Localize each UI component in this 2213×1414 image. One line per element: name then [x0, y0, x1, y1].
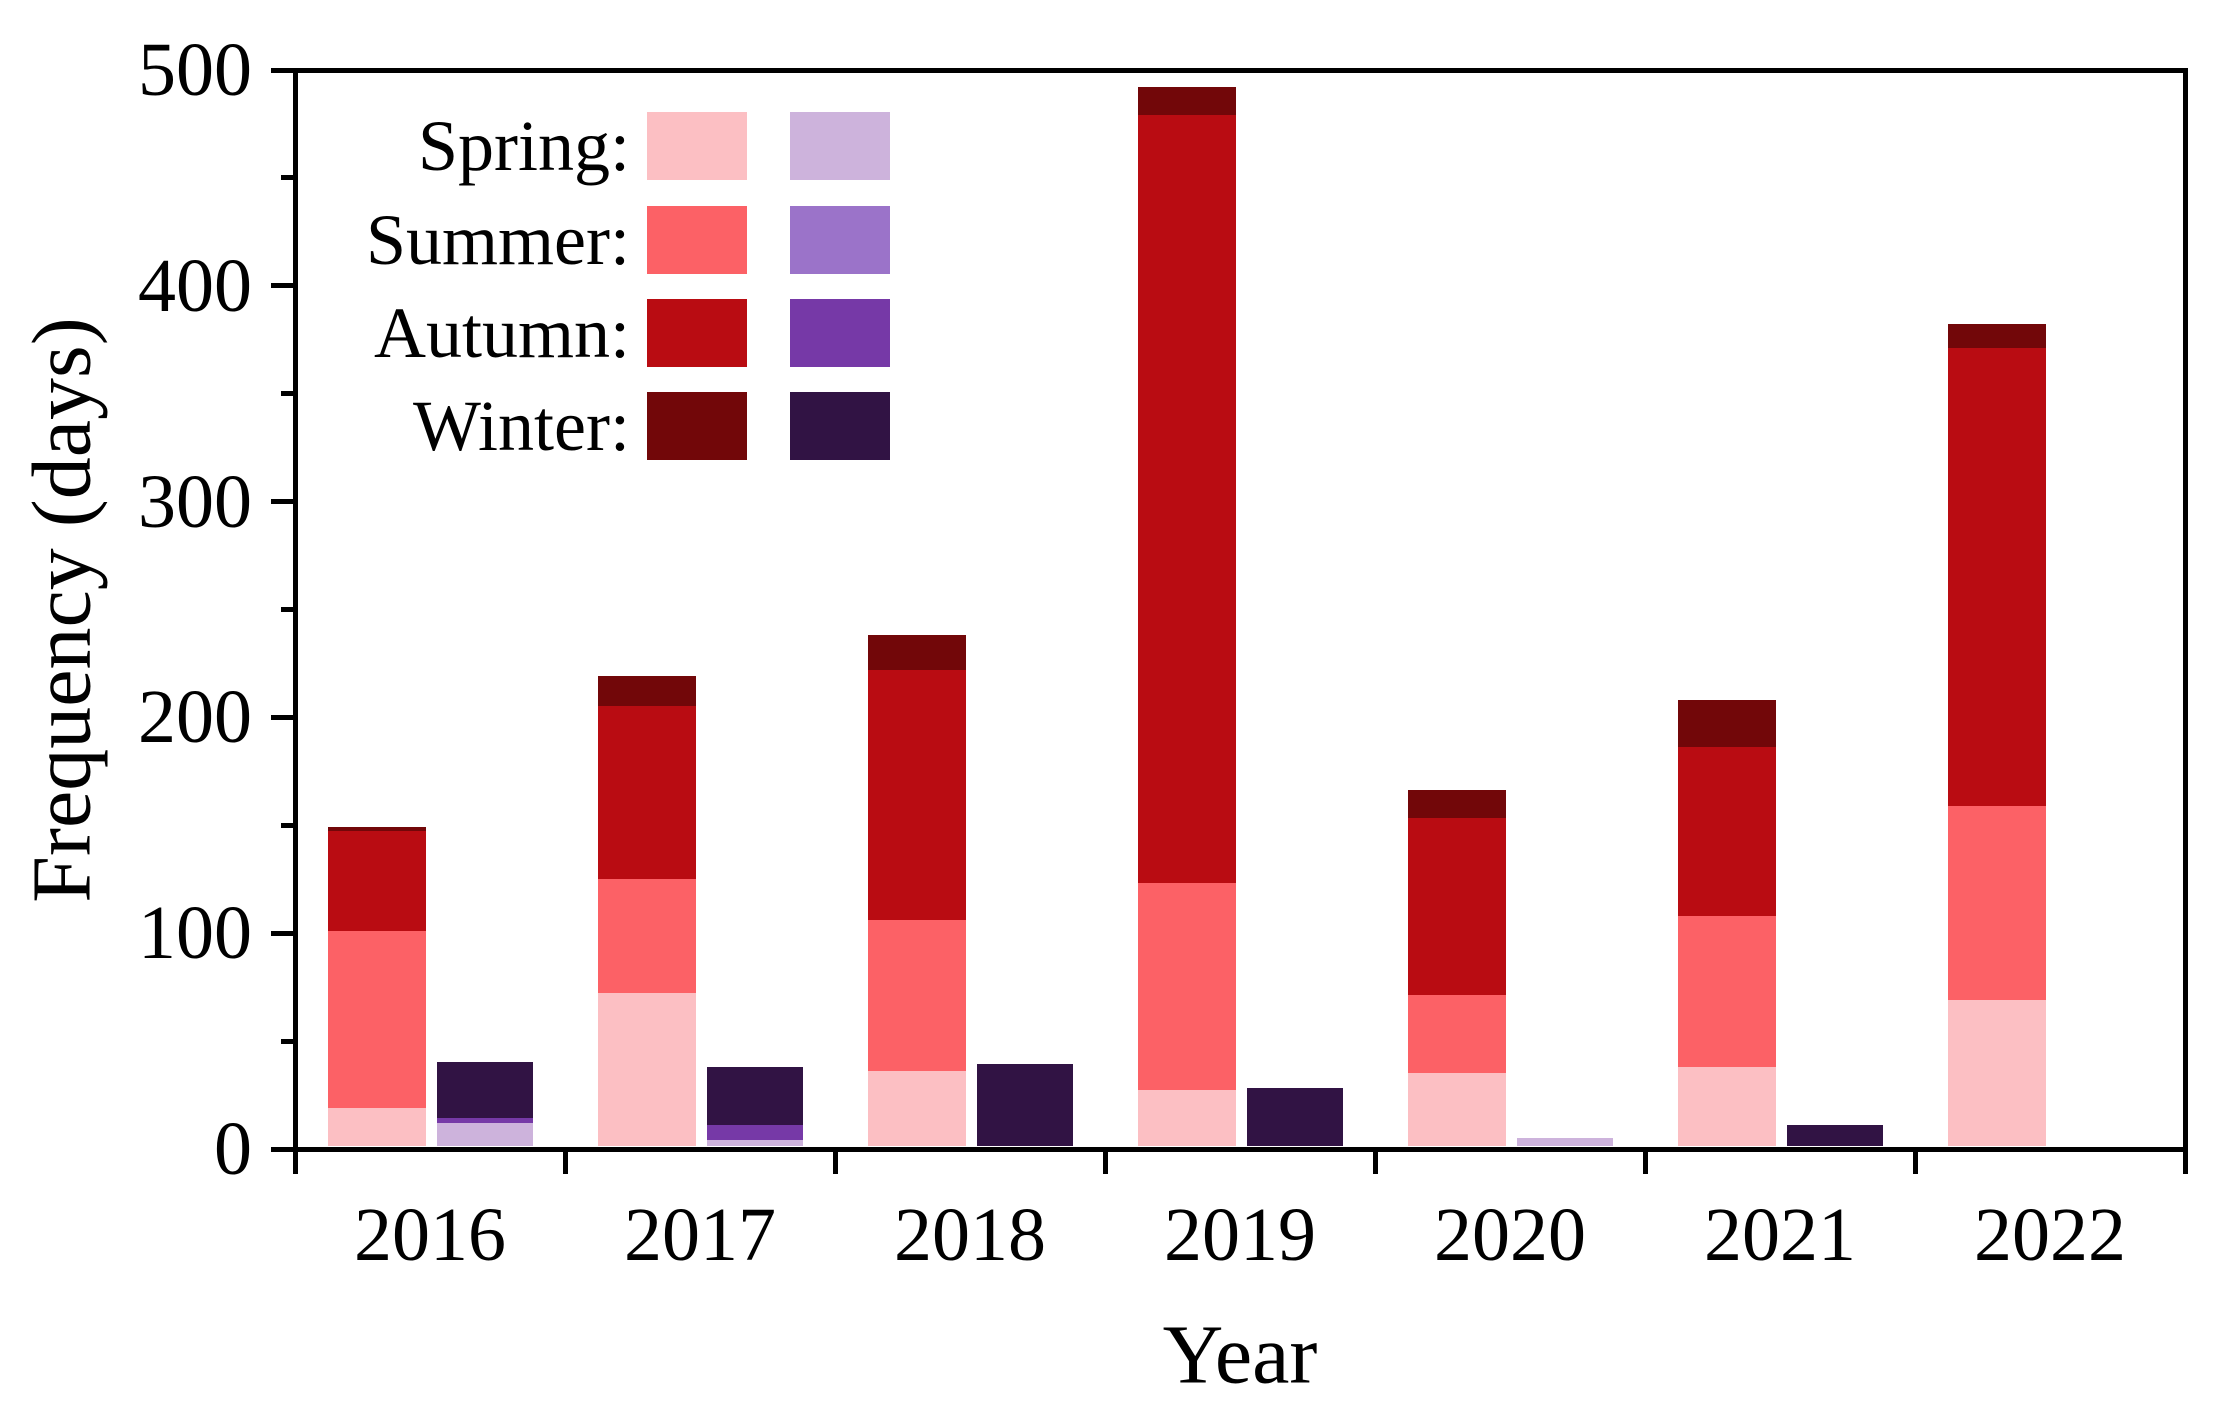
bar-segment-2016-purple-winter	[437, 1062, 533, 1119]
x-tick-label-2020: 2020	[1434, 1193, 1586, 1277]
bar-segment-2017-red-summer	[598, 878, 696, 994]
x-tick-label-2017: 2017	[624, 1193, 776, 1277]
bar-segment-2022-red-spring	[1948, 999, 2046, 1147]
x-boundary-tick-4	[1372, 1151, 1378, 1174]
x-boundary-tick-6	[1912, 1151, 1918, 1174]
y-tick-label-0: 0	[214, 1107, 252, 1191]
x-tick-label-2016: 2016	[354, 1193, 506, 1277]
bar-segment-2019-red-winter	[1138, 86, 1236, 115]
y-major-tick-200	[271, 714, 295, 720]
bar-segment-2018-red-autumn	[868, 669, 966, 920]
y-major-tick-500	[271, 67, 295, 73]
y-major-tick-100	[271, 930, 295, 936]
y-minor-tick-50	[281, 1038, 295, 1044]
bar-segment-2021-red-winter	[1678, 699, 1776, 748]
y-tick-label-200: 200	[138, 675, 252, 760]
bar-segment-2020-red-winter	[1408, 790, 1506, 819]
x-boundary-tick-2	[832, 1151, 838, 1174]
bar-segment-2019-purple-winter	[1247, 1088, 1343, 1147]
bar-segment-2016-red-winter	[328, 827, 426, 832]
bar-segment-2020-red-autumn	[1408, 818, 1506, 996]
bar-segment-2017-red-spring	[598, 993, 696, 1147]
bar-segment-2017-red-autumn	[598, 706, 696, 879]
bar-segment-2022-red-summer	[1948, 805, 2046, 1000]
bar-segment-2020-purple-spring	[1517, 1137, 1613, 1147]
bar-segment-2019-red-autumn	[1138, 114, 1236, 884]
bar-segment-2021-red-spring	[1678, 1066, 1776, 1147]
bar-segment-2018-red-spring	[868, 1070, 966, 1147]
x-tick-label-2018: 2018	[894, 1193, 1046, 1277]
bar-segment-2018-purple-winter	[977, 1064, 1073, 1147]
legend-swatch-winter-red	[647, 392, 747, 460]
bar-segment-2021-purple-winter	[1787, 1124, 1883, 1147]
legend-label-autumn: Autumn:	[373, 293, 630, 373]
x-boundary-tick-3	[1102, 1151, 1108, 1174]
x-boundary-tick-0	[292, 1151, 298, 1174]
legend-swatch-winter-purple	[790, 392, 890, 460]
bar-segment-2016-red-spring	[328, 1107, 426, 1147]
bar-segment-2017-purple-winter	[707, 1066, 803, 1125]
legend-swatch-summer-purple	[790, 206, 890, 274]
y-axis-title: Frequency (days)	[15, 317, 109, 903]
y-tick-label-400: 400	[138, 243, 252, 328]
bar-segment-2021-red-autumn	[1678, 747, 1776, 916]
legend-swatch-autumn-red	[647, 299, 747, 367]
x-tick-label-2022: 2022	[1974, 1193, 2126, 1277]
y-major-tick-300	[271, 499, 295, 505]
y-major-tick-400	[271, 283, 295, 289]
bar-segment-2019-red-spring	[1138, 1090, 1236, 1147]
legend-swatch-autumn-purple	[790, 299, 890, 367]
bar-segment-2022-red-autumn	[1948, 348, 2046, 806]
bar-segment-2016-purple-autumn	[437, 1118, 533, 1123]
legend-swatch-spring-purple	[790, 112, 890, 180]
bar-segment-2016-purple-spring	[437, 1122, 533, 1147]
bar-segment-2016-red-summer	[328, 930, 426, 1108]
bar-segment-2018-red-winter	[868, 635, 966, 670]
legend-label-winter: Winter:	[412, 386, 630, 466]
x-axis-title: Year	[1162, 1308, 1318, 1402]
x-boundary-tick-1	[562, 1151, 568, 1174]
y-tick-label-100: 100	[138, 891, 252, 976]
x-tick-label-2021: 2021	[1704, 1193, 1856, 1277]
y-minor-tick-250	[281, 607, 295, 612]
bar-segment-2017-red-winter	[598, 676, 696, 707]
legend-swatch-summer-red	[647, 206, 747, 274]
legend-label-summer: Summer:	[366, 200, 630, 280]
bar-segment-2019-red-summer	[1138, 883, 1236, 1091]
legend-label-spring: Spring:	[417, 106, 630, 186]
bar-segment-2020-red-spring	[1408, 1073, 1506, 1147]
x-boundary-tick-5	[1642, 1151, 1648, 1174]
bar-segment-2020-red-summer	[1408, 995, 1506, 1074]
bar-segment-2021-red-summer	[1678, 915, 1776, 1067]
y-minor-tick-150	[281, 822, 295, 828]
y-major-tick-0	[271, 1146, 295, 1152]
bar-segment-2018-red-summer	[868, 919, 966, 1071]
y-minor-tick-350	[281, 391, 295, 397]
x-tick-label-2019: 2019	[1164, 1193, 1316, 1277]
legend-swatch-spring-red	[647, 112, 747, 180]
bar-segment-2022-red-winter	[1948, 324, 2046, 349]
bar-segment-2016-red-autumn	[328, 831, 426, 931]
bar-segment-2017-purple-spring	[707, 1140, 803, 1147]
y-tick-label-300: 300	[138, 459, 252, 544]
bar-segment-2017-purple-autumn	[707, 1124, 803, 1140]
y-minor-tick-450	[281, 175, 295, 181]
x-boundary-tick-7	[2182, 1151, 2188, 1174]
y-tick-label-500: 500	[138, 28, 252, 112]
